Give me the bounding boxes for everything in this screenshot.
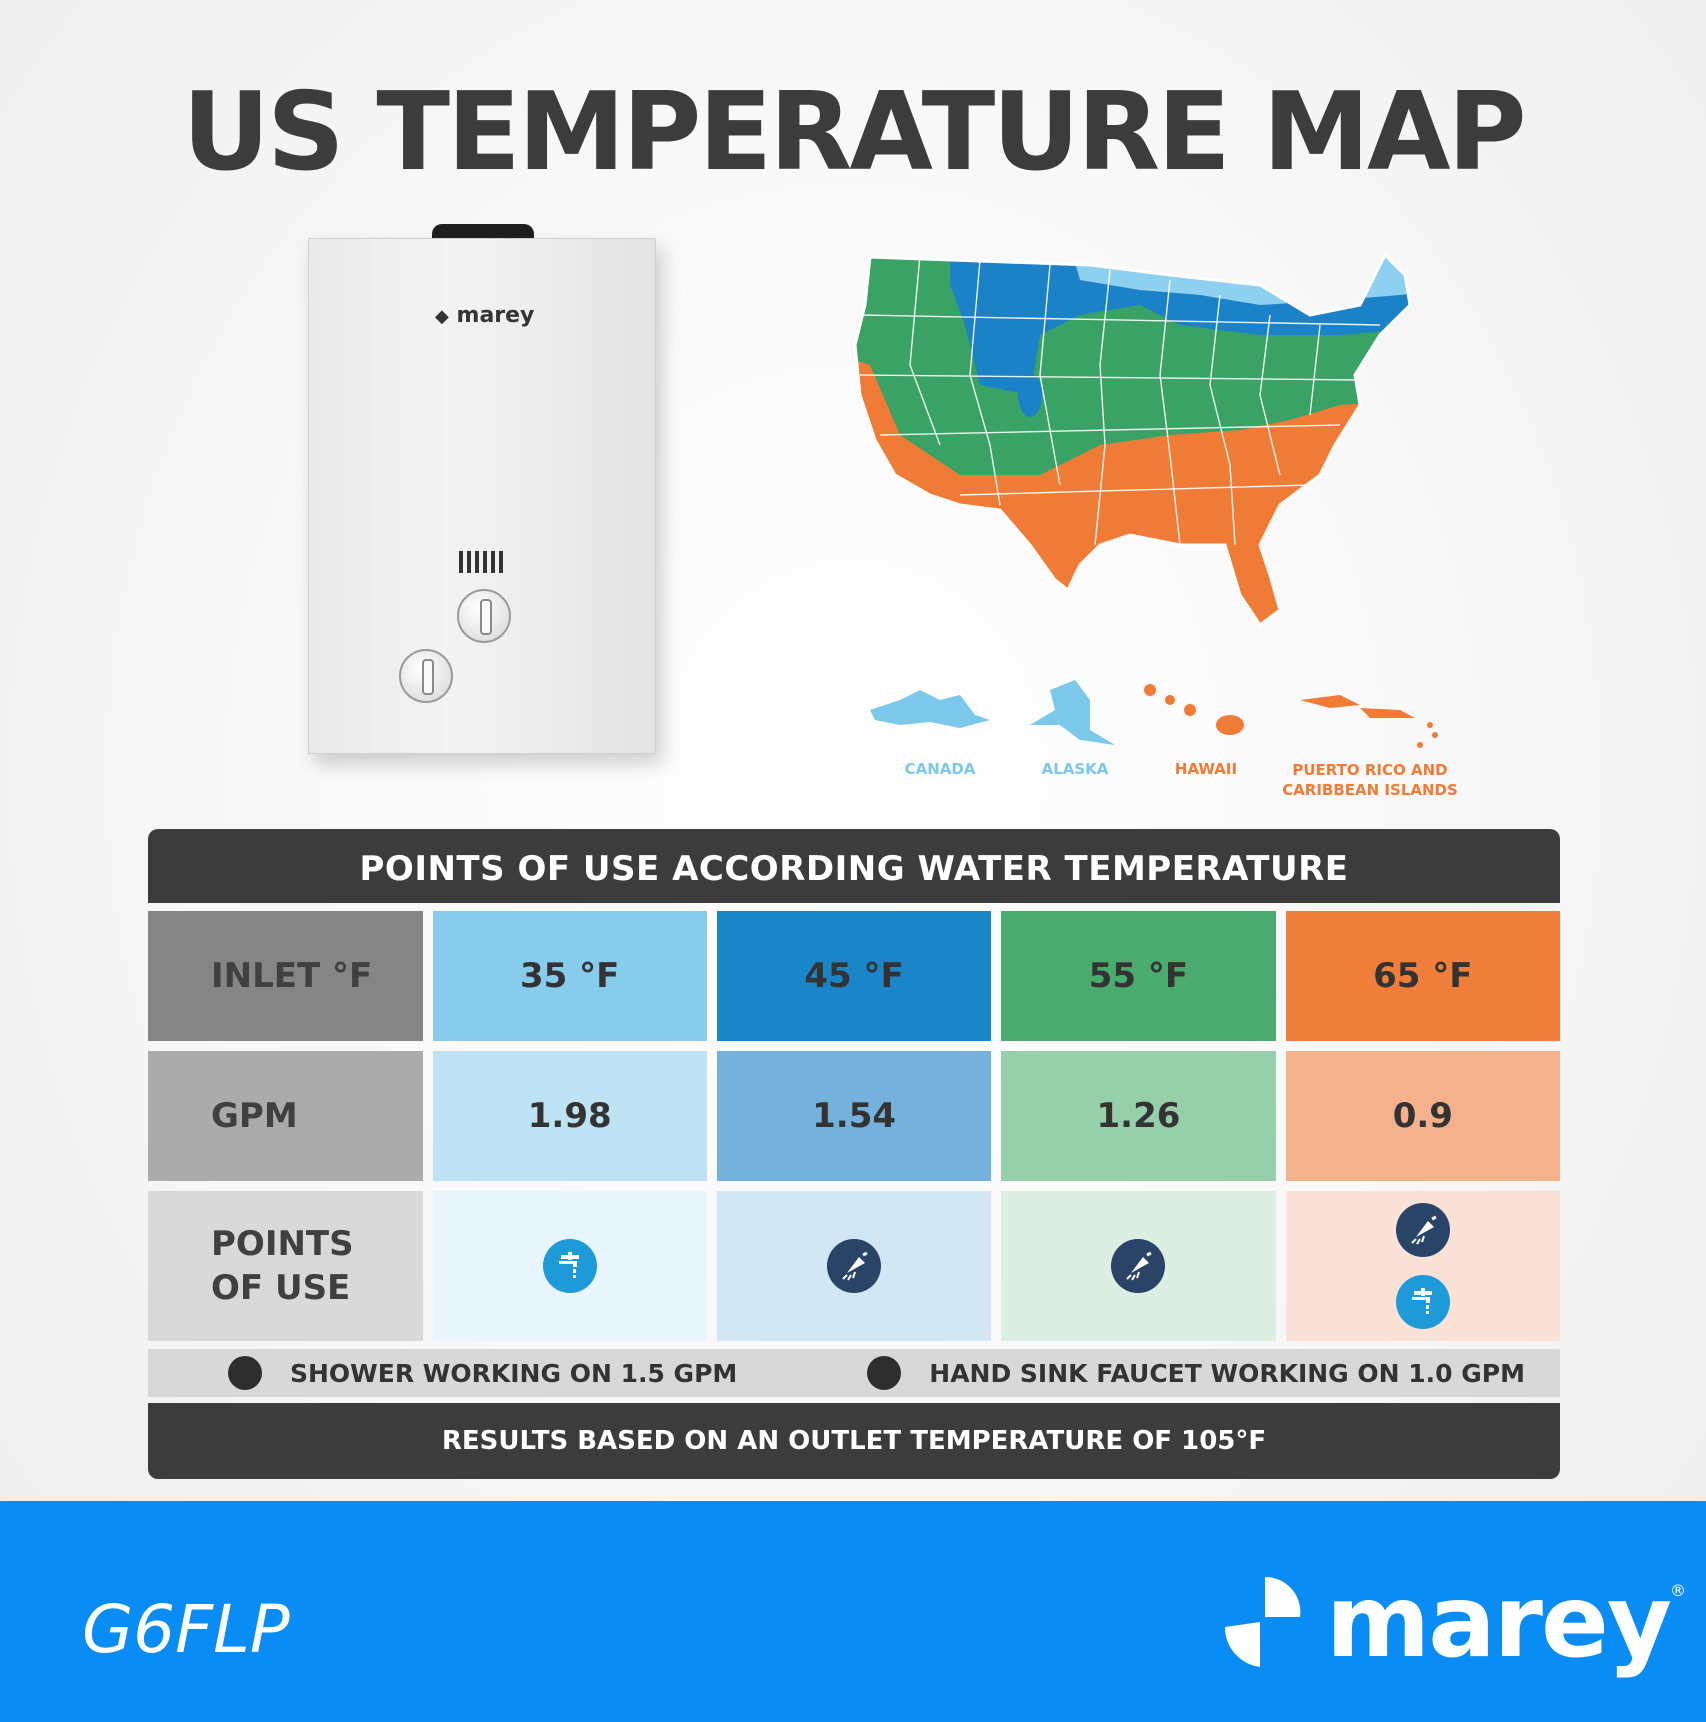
brand-logo: marey ® — [1220, 1563, 1686, 1680]
hawaii-shape — [1144, 684, 1244, 735]
heater-body: ◆ marey — [308, 238, 656, 754]
pou-cell-55 — [1001, 1191, 1276, 1341]
gas-knob — [399, 649, 453, 703]
territory-label-canada: CANADA — [904, 760, 976, 778]
water-heater-image: ◆ marey — [300, 220, 660, 760]
territory-label-alaska: ALASKA — [1041, 760, 1109, 778]
inlet-cell-35: 35 °F — [432, 911, 707, 1041]
gpm-cell-55: 1.26 — [1001, 1051, 1276, 1181]
shower-icon — [1111, 1239, 1166, 1293]
inlet-label: INLET °F — [148, 911, 423, 1041]
inlet-cell-65: 65 °F — [1285, 911, 1561, 1041]
caribbean-shape — [1300, 695, 1438, 748]
territory-label-puerto-rico: PUERTO RICO AND CARIBBEAN ISLANDS — [1282, 761, 1458, 799]
heater-exhaust-cap — [432, 224, 534, 242]
us-temperature-map — [853, 252, 1412, 628]
faucet-icon — [867, 1356, 902, 1390]
points-of-use-label: POINTS OF USE — [148, 1191, 423, 1341]
points-of-use-row: POINTS OF USE — [148, 1191, 1561, 1341]
model-number: G6FLP — [82, 1591, 290, 1668]
gpm-cell-35: 1.98 — [432, 1051, 707, 1181]
canada-shape — [870, 690, 990, 728]
territory-label-hawaii: HAWAII — [1174, 760, 1238, 778]
legend-shower: SHOWER WORKING ON 1.5 GPM — [228, 1356, 737, 1390]
legend-bar: SHOWER WORKING ON 1.5 GPM HAND SINK FAUC… — [148, 1349, 1560, 1397]
alaska-shape — [1030, 680, 1115, 745]
gpm-cell-45: 1.54 — [716, 1051, 992, 1181]
legend-faucet: HAND SINK FAUCET WORKING ON 1.0 GPM — [867, 1356, 1525, 1390]
temperature-knob — [457, 589, 511, 643]
inlet-cell-55: 55 °F — [1001, 911, 1276, 1041]
shower-icon — [1395, 1203, 1450, 1257]
pou-cell-45 — [716, 1191, 992, 1341]
marey-logo-icon: ◆ — [435, 306, 449, 327]
faucet-icon — [1395, 1275, 1450, 1329]
pou-cell-65 — [1285, 1191, 1561, 1341]
territories-inset: CANADA ALASKA HAWAII PUERTO RICO AND CAR… — [860, 670, 1460, 810]
table-heading: POINTS OF USE ACCORDING WATER TEMPERATUR… — [148, 829, 1560, 903]
heater-brand-label: ◆ marey — [435, 303, 535, 328]
inlet-row: INLET °F 35 °F 45 °F 55 °F 65 °F — [148, 911, 1561, 1041]
inlet-cell-45: 45 °F — [716, 911, 992, 1041]
territories-shapes — [870, 680, 1438, 748]
marey-logo-icon — [1224, 1576, 1301, 1667]
brand-footer: G6FLP marey ® — [0, 1501, 1706, 1722]
points-of-use-table: POINTS OF USE ACCORDING WATER TEMPERATUR… — [148, 829, 1561, 1479]
shower-icon — [827, 1239, 882, 1293]
page-title: US TEMPERATURE MAP — [182, 70, 1526, 195]
gpm-row: GPM 1.98 1.54 1.26 0.9 — [148, 1051, 1561, 1181]
gpm-label: GPM — [148, 1051, 423, 1181]
pou-cell-35 — [432, 1191, 707, 1341]
faucet-icon — [542, 1239, 597, 1293]
heater-vents — [459, 551, 503, 573]
gpm-cell-65: 0.9 — [1285, 1051, 1561, 1181]
outlet-temperature-note: RESULTS BASED ON AN OUTLET TEMPERATURE O… — [148, 1403, 1560, 1479]
shower-icon — [228, 1356, 262, 1390]
